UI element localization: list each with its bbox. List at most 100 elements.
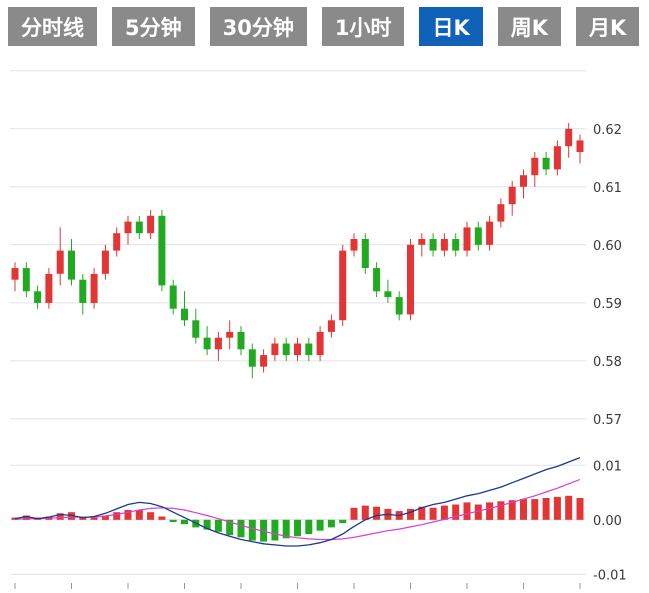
candle-body	[147, 215, 155, 234]
macd-histogram-bar	[282, 519, 290, 539]
price-axis-label: 0.60	[593, 239, 622, 254]
candle-body	[192, 320, 200, 338]
candle-body	[531, 157, 539, 176]
candle-body	[327, 320, 335, 332]
candle-body	[497, 204, 505, 222]
candle-body	[418, 239, 426, 245]
candle-body	[11, 268, 19, 280]
macd-histogram-bar	[101, 515, 109, 520]
candle-body	[181, 308, 188, 321]
candle-body	[520, 175, 527, 187]
macd-histogram-bar	[350, 507, 358, 520]
macd-histogram-bar	[508, 500, 516, 520]
tab-weekly-k[interactable]: 周K	[497, 7, 562, 46]
candle-body	[452, 239, 460, 251]
candle-body	[542, 157, 550, 170]
macd-histogram-bar	[22, 515, 30, 520]
candle-body	[248, 349, 256, 367]
candle-body	[158, 215, 166, 286]
dea-line	[14, 478, 581, 541]
candle-body	[237, 331, 245, 350]
timeframe-toolbar: 分时线 5分钟 30分钟 1小时 日K 周K 月K	[0, 0, 649, 46]
macd-histogram-bar	[237, 519, 245, 538]
candle-body	[474, 227, 482, 245]
candle-body	[226, 331, 234, 338]
tab-30min[interactable]: 30分钟	[209, 7, 307, 46]
candle-body	[124, 221, 132, 234]
macd-histogram-bar	[520, 499, 527, 520]
macd-histogram-bar	[124, 510, 132, 520]
macd-histogram-bar	[169, 519, 177, 522]
candle-body	[113, 233, 121, 251]
candle-body	[339, 250, 347, 321]
price-axis-label: 0.61	[593, 181, 622, 196]
candle-body	[429, 239, 437, 251]
macd-histogram-bar	[214, 519, 222, 532]
chart-area: 0.62 0.61 0.60 0.59 0.58 0.57 0.01 0.00 -0.01	[0, 46, 649, 589]
macd-histogram-bar	[565, 495, 573, 520]
macd-histogram-bar	[135, 510, 143, 520]
dif-line	[14, 456, 581, 547]
tab-time-share-line[interactable]: 分时线	[8, 7, 97, 46]
price-axis-label: 0.57	[593, 413, 622, 428]
candle-body	[90, 273, 98, 303]
macd-histogram-bar	[429, 507, 437, 520]
macd-histogram-bar	[203, 519, 211, 530]
candle-body	[553, 146, 561, 170]
candle-body	[508, 186, 516, 205]
macd-histogram-bar	[113, 512, 121, 520]
candle-body	[395, 297, 403, 315]
macd-histogram-bar	[497, 501, 505, 520]
candle-body	[56, 250, 64, 274]
macd-histogram-bar	[542, 498, 550, 520]
candle-body	[350, 239, 358, 251]
macd-histogram-bar	[316, 519, 324, 531]
macd-histogram-bar	[305, 519, 313, 534]
candlestick-macd-chart[interactable]: 0.62 0.61 0.60 0.59 0.58 0.57 0.01 0.00 -0.01	[0, 46, 649, 589]
macd-histogram-bar	[452, 504, 460, 520]
candle-body	[407, 244, 414, 315]
macd-histogram-bar	[486, 502, 494, 520]
candle-body	[101, 250, 109, 274]
macd-axis-label: 0.01	[593, 459, 622, 474]
candle-body	[271, 343, 279, 356]
candle-body	[45, 273, 53, 303]
macd-histogram-bar	[294, 519, 301, 537]
candle-body	[214, 337, 222, 350]
macd-histogram-bar	[361, 505, 369, 520]
tab-daily-k[interactable]: 日K	[419, 7, 483, 46]
price-axis-label: 0.59	[593, 297, 622, 312]
candle-body	[68, 250, 75, 280]
candle-body	[260, 355, 268, 367]
candle-body	[576, 140, 584, 152]
macd-histogram-bar	[553, 496, 561, 520]
macd-histogram-bar	[248, 519, 256, 541]
candle-body	[203, 337, 211, 350]
candle-body	[463, 227, 471, 251]
macd-histogram-bar	[90, 517, 98, 520]
tab-5min[interactable]: 5分钟	[112, 7, 195, 46]
candle-body	[565, 128, 573, 147]
macd-histogram-bar	[407, 508, 414, 520]
macd-histogram-bar	[373, 506, 381, 520]
tab-1hour[interactable]: 1小时	[321, 7, 405, 46]
macd-axis-label: 0.00	[593, 514, 622, 529]
macd-histogram-bar	[271, 519, 279, 541]
macd-histogram-bar	[463, 502, 471, 520]
macd-axis-label: -0.01	[593, 568, 627, 583]
candle-body	[361, 239, 369, 268]
macd-histogram-bar	[474, 504, 482, 520]
candle-body	[316, 331, 324, 356]
macd-histogram-bar	[181, 519, 188, 525]
candle-body	[486, 221, 494, 245]
macd-histogram-bar	[327, 519, 335, 528]
candle-body	[282, 343, 290, 356]
candle-body	[384, 291, 392, 298]
macd-histogram-bar	[531, 499, 539, 520]
macd-histogram-bar	[147, 512, 155, 520]
macd-histogram-bar	[339, 519, 347, 524]
candle-body	[373, 268, 381, 292]
candle-body	[294, 343, 301, 356]
tab-monthly-k[interactable]: 月K	[576, 7, 640, 46]
